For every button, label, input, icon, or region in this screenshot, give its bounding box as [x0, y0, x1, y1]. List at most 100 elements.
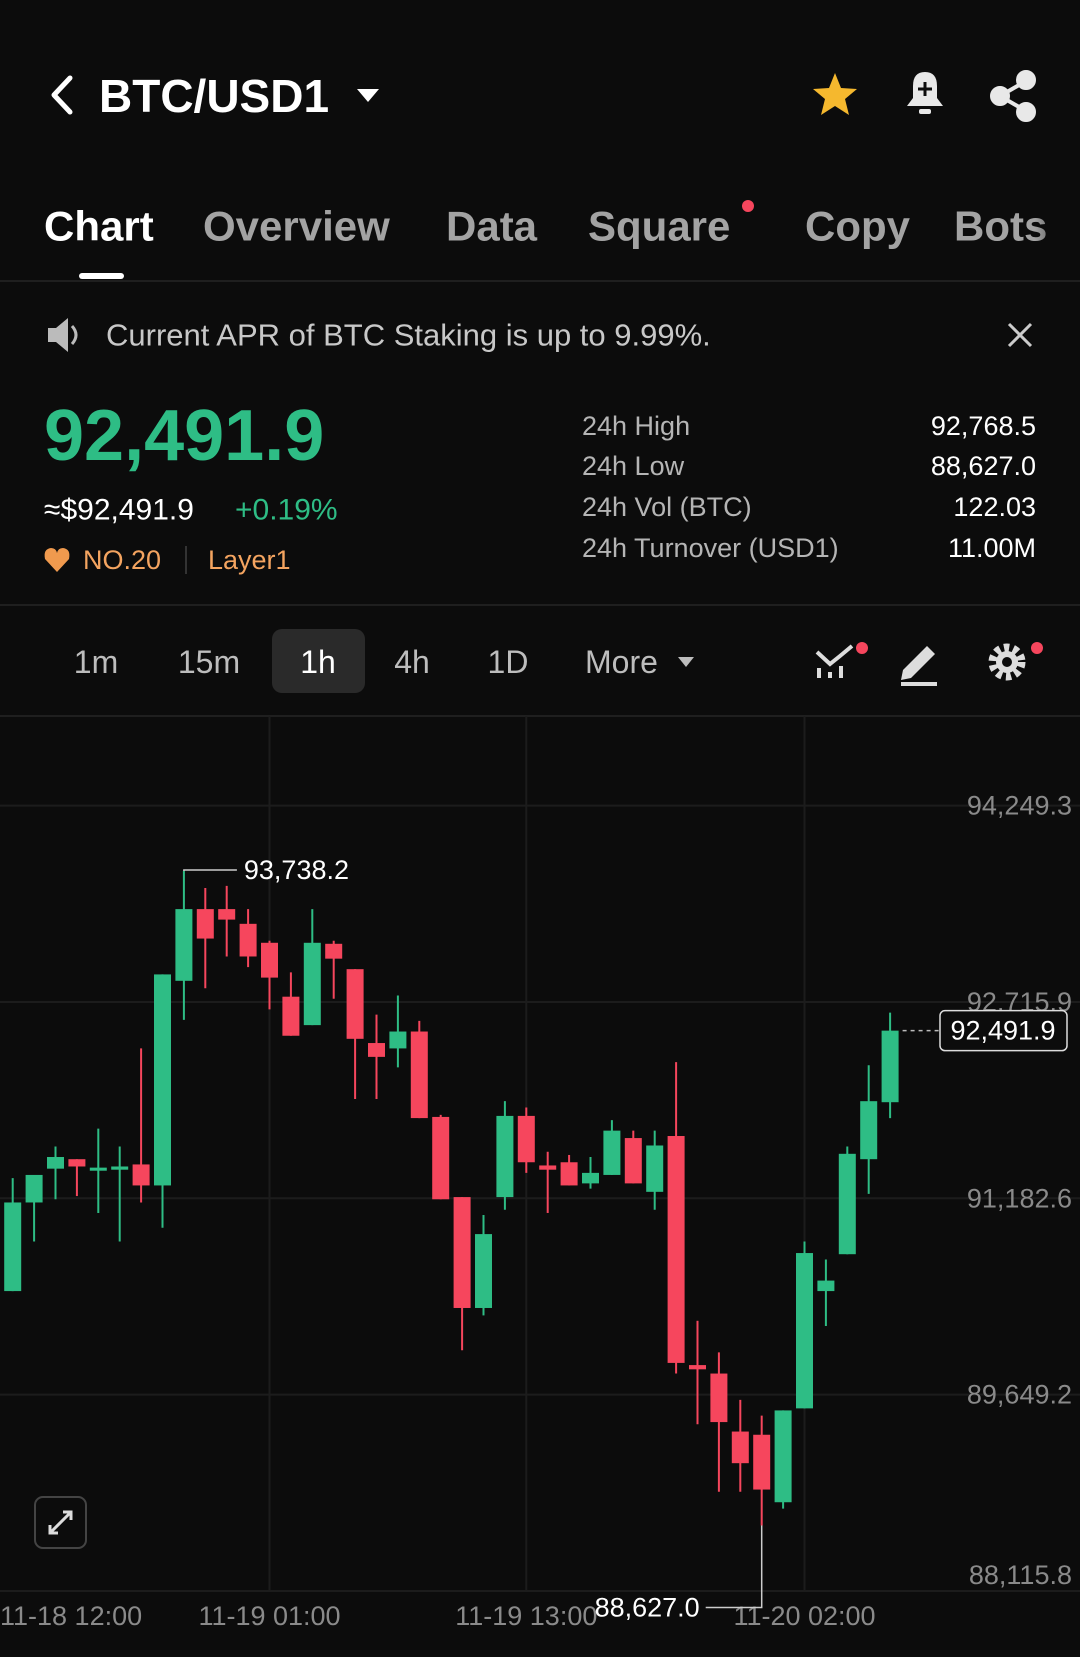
x-tick-label: 11-19 13:00	[455, 1601, 597, 1631]
stat-label: 24h High	[582, 411, 690, 441]
candle-body	[346, 969, 364, 1039]
candle-body	[111, 1166, 129, 1170]
candle-body	[560, 1162, 578, 1186]
more-button[interactable]: More	[585, 644, 658, 680]
stat-value: 92,768.5	[931, 411, 1036, 441]
candle-body	[774, 1410, 792, 1503]
candle-body	[4, 1202, 22, 1292]
candle-body	[817, 1280, 835, 1292]
candle-body	[282, 996, 300, 1036]
favorite-star[interactable]	[813, 73, 857, 115]
candle-body	[603, 1130, 621, 1175]
annotation-leader	[183, 869, 237, 872]
timeframe[interactable]: 1D	[488, 644, 529, 680]
stat-label: 24h Vol (BTC)	[582, 492, 752, 522]
timeframe[interactable]: 4h	[394, 644, 430, 680]
badge-dot	[856, 642, 868, 654]
x-tick-label: 11-20 02:00	[733, 1601, 875, 1631]
tag[interactable]: Layer1	[208, 545, 291, 575]
annotation-leader	[705, 1525, 763, 1609]
alert-bell[interactable]	[907, 72, 943, 114]
share[interactable]	[990, 70, 1036, 122]
tab[interactable]: Overview	[203, 203, 390, 250]
stat-label: 24h Turnover (USD1)	[582, 533, 839, 563]
candle-body	[646, 1145, 664, 1192]
badge-dot	[742, 200, 754, 212]
candle-body	[838, 1153, 856, 1255]
last-price-label: 92,491.9	[950, 1016, 1055, 1046]
tab[interactable]: Copy	[805, 203, 911, 250]
stat-label: 24h Low	[582, 451, 685, 481]
notice-text: Current APR of BTC Staking is up to 9.99…	[106, 318, 711, 353]
back-button[interactable]	[51, 75, 73, 115]
notice-close[interactable]	[1007, 322, 1033, 348]
expand-button[interactable]	[34, 1496, 87, 1549]
annotation-label: 88,627.0	[595, 1593, 700, 1623]
candle-body	[368, 1043, 385, 1057]
candle-body	[432, 1116, 450, 1200]
last-price: 92,491.9	[44, 396, 324, 476]
rank-icon	[44, 548, 70, 572]
last-price-box	[939, 1009, 1068, 1052]
speaker-icon	[48, 318, 78, 352]
candle-body	[389, 1031, 407, 1049]
y-tick-label: 88,115.8	[969, 1560, 1072, 1590]
candle-body	[89, 1167, 107, 1171]
y-tick-label: 91,182.6	[967, 1183, 1072, 1213]
candles	[0, 716, 1080, 1592]
rank[interactable]: NO.20	[83, 545, 161, 575]
candle-body	[303, 942, 321, 1026]
usd-price: ≈$92,491.9	[44, 494, 194, 527]
more-dropdown[interactable]	[678, 657, 694, 667]
candle-body	[667, 1136, 685, 1363]
candle-body	[753, 1434, 771, 1490]
draw-icon[interactable]	[901, 646, 937, 686]
x-tick-label: 11-18 12:00	[0, 1601, 142, 1631]
candle-body	[517, 1115, 535, 1163]
candle-body	[475, 1234, 492, 1308]
badge-dot	[1031, 642, 1043, 654]
candle-body	[154, 974, 171, 1186]
tab[interactable]: Chart	[44, 203, 154, 250]
candle-body	[218, 909, 236, 920]
candle-body	[624, 1138, 642, 1184]
timeframe-active-bg	[272, 629, 365, 693]
candle-body	[881, 1030, 899, 1103]
pair-dropdown[interactable]	[357, 89, 379, 102]
candle-body	[796, 1253, 813, 1409]
stat-value: 122.03	[953, 492, 1036, 522]
y-tick-label: 89,649.2	[967, 1380, 1072, 1410]
tab[interactable]: Bots	[954, 203, 1047, 250]
candle-body	[731, 1431, 749, 1464]
candle-body	[239, 923, 257, 957]
candle-body	[175, 909, 193, 981]
candle-body	[325, 943, 343, 959]
indicator-icon[interactable]	[815, 644, 854, 678]
candle-body	[68, 1159, 86, 1167]
candle-body	[196, 909, 214, 939]
stat-value: 11.00M	[948, 533, 1036, 563]
pair-title[interactable]: BTC/USD1	[99, 70, 329, 122]
candle-body	[710, 1373, 728, 1423]
candle-body	[539, 1165, 557, 1170]
y-tick-label: 94,249.3	[967, 791, 1072, 821]
candle-body	[132, 1164, 150, 1186]
candle-body	[25, 1174, 43, 1203]
stat-value: 88,627.0	[931, 451, 1036, 481]
price-change: +0.19%	[235, 494, 338, 527]
candle-body	[496, 1115, 514, 1198]
candle-body	[453, 1197, 471, 1308]
settings-icon[interactable]	[988, 643, 1026, 681]
tab[interactable]: Data	[446, 203, 538, 250]
candle-body	[261, 942, 278, 978]
tab[interactable]: Square	[588, 203, 730, 250]
tab-fade	[1035, 190, 1080, 260]
timeframe[interactable]: 1m	[74, 644, 118, 680]
timeframe[interactable]: 1h	[300, 644, 336, 680]
x-tick-label: 11-19 01:00	[198, 1601, 340, 1631]
candle-body	[689, 1365, 706, 1370]
timeframe[interactable]: 15m	[178, 644, 240, 680]
annotation-label: 93,738.2	[244, 855, 349, 885]
